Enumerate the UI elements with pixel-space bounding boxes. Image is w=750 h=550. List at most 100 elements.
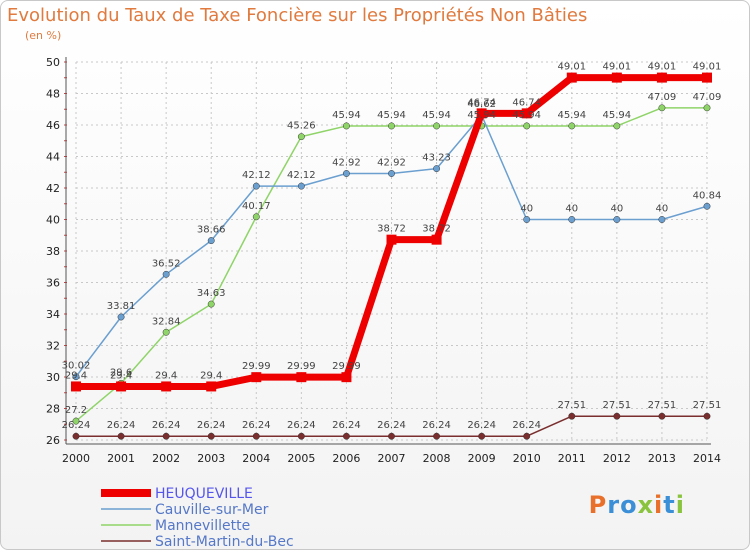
data-label: 29.4	[200, 370, 222, 381]
data-label: 45.94	[512, 110, 541, 121]
data-point	[342, 432, 350, 440]
data-point	[117, 313, 125, 321]
data-label: 45.94	[422, 110, 451, 121]
data-point	[72, 432, 80, 440]
data-point	[568, 122, 576, 130]
series-lines	[71, 72, 712, 440]
x-tick-label: 2011	[558, 452, 586, 465]
data-label: 42.12	[287, 170, 316, 181]
data-label: 26.24	[62, 420, 91, 431]
data-label: 40.17	[242, 201, 271, 212]
data-label: 38.66	[197, 225, 226, 236]
data-point	[611, 72, 622, 83]
data-point	[72, 417, 80, 425]
data-point	[297, 432, 305, 440]
data-label: 26.24	[512, 420, 541, 431]
data-point	[476, 108, 487, 119]
data-label: 46.74	[467, 97, 496, 108]
data-label: 29.4	[65, 370, 87, 381]
data-label: 29.4	[155, 370, 177, 381]
data-point	[478, 432, 486, 440]
y-tick-label: 44	[46, 151, 60, 164]
data-point	[568, 412, 576, 420]
y-tick-label: 48	[46, 88, 60, 101]
y-tick-label: 46	[46, 119, 60, 132]
data-point	[566, 72, 577, 83]
logo-letter: i	[675, 491, 685, 519]
x-tick-label: 2014	[693, 452, 721, 465]
data-point	[613, 412, 621, 420]
data-label: 29.99	[242, 361, 271, 372]
data-point	[207, 237, 215, 245]
y-tick-label: 26	[46, 434, 60, 447]
data-label: 40	[610, 204, 623, 215]
data-point	[523, 122, 531, 130]
data-point	[116, 381, 127, 392]
data-label: 29.4	[110, 370, 132, 381]
data-point	[656, 72, 667, 83]
data-label: 26.24	[377, 420, 406, 431]
x-tick-label: 2012	[603, 452, 631, 465]
legend-label: Saint-Martin-du-Bec	[155, 534, 294, 549]
data-point	[342, 170, 350, 177]
data-label: 40	[520, 204, 533, 215]
data-point	[341, 372, 352, 383]
data-label: 27.2	[65, 405, 87, 416]
data-point	[388, 122, 395, 130]
data-point	[658, 216, 666, 223]
data-label: 26.24	[242, 420, 271, 431]
data-label: 45.26	[287, 121, 316, 132]
data-point	[703, 104, 711, 112]
data-label: 40.84	[693, 190, 722, 201]
x-tick-label: 2007	[378, 452, 406, 465]
data-label: 27.51	[648, 400, 677, 411]
legend-label: HEUQUEVILLE	[155, 486, 253, 502]
data-label: 26.24	[197, 420, 226, 431]
data-point	[658, 104, 666, 112]
data-point	[703, 202, 711, 210]
data-point	[251, 372, 262, 383]
data-point	[206, 381, 217, 392]
data-label: 42.92	[332, 158, 361, 169]
legend-label: Mannevillette	[155, 518, 250, 534]
legend-label: Cauville-sur-Mer	[155, 502, 269, 518]
x-tick-label: 2010	[513, 452, 541, 465]
data-point	[252, 213, 260, 221]
data-label: 42.12	[242, 170, 271, 181]
y-tick-label: 42	[46, 182, 60, 195]
data-label: 27.51	[693, 400, 722, 411]
logo-letter: r	[607, 491, 621, 519]
data-label: 45.94	[332, 110, 361, 121]
x-tick-label: 2001	[107, 452, 135, 465]
data-label: 40	[656, 204, 669, 215]
x-tick-label: 2013	[648, 452, 676, 465]
data-point	[162, 432, 170, 440]
data-label: 43.23	[422, 153, 451, 164]
y-tick-label: 36	[46, 277, 60, 290]
data-labels: 29.4 29.4 29.4 29.4 29.99 29.99 29.99 38.72 38.7…	[62, 62, 722, 432]
data-point	[297, 133, 305, 141]
data-point	[297, 182, 305, 190]
data-label: 45.94	[377, 110, 406, 121]
data-point	[386, 234, 397, 245]
data-point	[433, 122, 441, 130]
data-label: 38.72	[377, 224, 406, 235]
data-label: 32.84	[152, 316, 181, 327]
y-tick-label: 38	[46, 245, 60, 258]
x-tick-label: 2003	[197, 452, 225, 465]
data-label: 27.51	[603, 400, 632, 411]
data-label: 29.6	[110, 367, 132, 378]
data-label: 49.01	[648, 62, 677, 73]
data-label: 29.99	[287, 361, 316, 372]
data-point	[207, 432, 215, 440]
data-point	[521, 108, 532, 119]
data-label: 36.52	[152, 258, 181, 269]
data-point	[433, 165, 441, 173]
data-point	[568, 216, 576, 223]
data-point	[431, 234, 442, 245]
data-label: 27.51	[557, 400, 586, 411]
data-point	[702, 72, 712, 83]
x-tick-label: 2000	[62, 452, 90, 465]
data-label: 30.02	[62, 361, 91, 372]
data-label: 33.81	[107, 301, 136, 312]
